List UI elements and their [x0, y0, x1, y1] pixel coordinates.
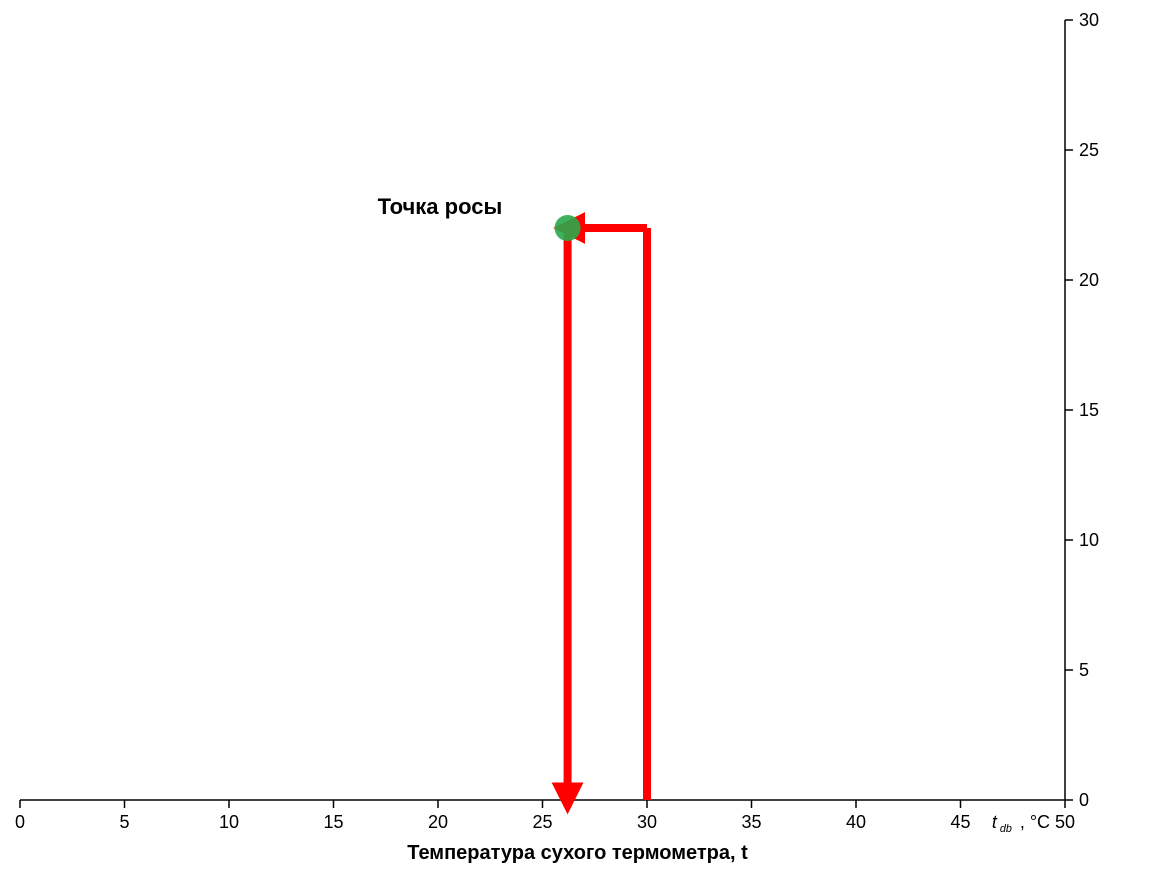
x-tick-label: 35: [741, 812, 761, 832]
svg-text:, °C: , °C: [1020, 812, 1050, 832]
x-tick-label: 20: [428, 812, 448, 832]
y-tick-label: 30: [1079, 10, 1099, 30]
chart-svg: 5 °C10 °C15 °C20 °Ct_wb = 25 °C30 °C0,77…: [0, 0, 1155, 880]
x-tick-label: 45: [950, 812, 970, 832]
y-tick-label: 5: [1079, 660, 1089, 680]
x-tick-label: 25: [532, 812, 552, 832]
dewpoint-marker: [555, 215, 581, 241]
dewpoint-label: Точка росы: [378, 194, 503, 220]
y-tick-label: 0: [1079, 790, 1089, 810]
x-tick-label: 30: [637, 812, 657, 832]
x-tick-label: 40: [846, 812, 866, 832]
x-tick-label: 5: [119, 812, 129, 832]
x-axis-label: Температура сухого термометра, t: [0, 842, 1155, 865]
y-tick-label: 25: [1079, 140, 1099, 160]
y-tick-label: 10: [1079, 530, 1099, 550]
y-tick-label: 20: [1079, 270, 1099, 290]
x-tick-label: 50: [1055, 812, 1075, 832]
svg-text:db: db: [1000, 823, 1012, 835]
x-tick-label: 15: [323, 812, 343, 832]
x-tick-label: 0: [15, 812, 25, 832]
x-tick-label: 10: [219, 812, 239, 832]
y-tick-label: 15: [1079, 400, 1099, 420]
psychrometric-chart: 5 °C10 °C15 °C20 °Ct_wb = 25 °C30 °C0,77…: [0, 0, 1155, 880]
